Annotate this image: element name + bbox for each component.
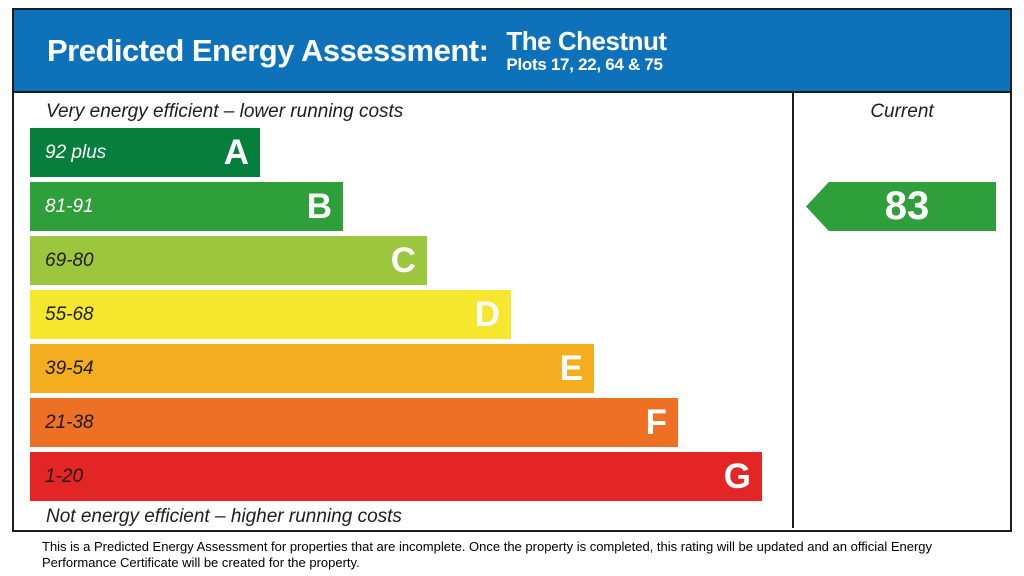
- band-letter: C: [390, 240, 416, 280]
- property-plots: Plots 17, 22, 64 & 75: [506, 54, 663, 74]
- energy-band-e: 39-54 E: [30, 344, 594, 393]
- band-letter: E: [559, 348, 583, 388]
- energy-band-g: 1-20 G: [30, 452, 762, 501]
- bands: 92 plus A 81-91 B 69-80 C 55-68 D 39-54 E 21-38 F 1-…: [30, 128, 792, 501]
- band-range-label: 55-68: [45, 303, 94, 325]
- energy-band-a: 92 plus A: [30, 128, 260, 177]
- property-name: The Chestnut: [506, 25, 667, 56]
- current-rating-arrow: 83: [806, 182, 996, 231]
- band-range-label: 81-91: [45, 195, 94, 217]
- band-range-label: 39-54: [45, 357, 94, 379]
- band-letter: B: [306, 186, 332, 226]
- band-letter: F: [645, 402, 667, 442]
- band-letter: G: [723, 456, 751, 496]
- header-banner: Predicted Energy Assessment: The Chestnu…: [14, 10, 1010, 93]
- energy-band-d: 55-68 D: [30, 290, 511, 339]
- band-range-label: 69-80: [45, 249, 94, 271]
- property-info: The Chestnut Plots 17, 22, 64 & 75: [506, 25, 667, 75]
- bands-column: Very energy efficient – lower running co…: [14, 93, 792, 528]
- certificate-panel: Predicted Energy Assessment: The Chestnu…: [12, 8, 1012, 532]
- page-title: Predicted Energy Assessment:: [47, 32, 489, 68]
- current-column-header: Current: [870, 101, 934, 122]
- bottom-caption: Not energy efficient – higher running co…: [46, 506, 402, 527]
- band-range-label: 92 plus: [45, 141, 107, 163]
- energy-chart: Very energy efficient – lower running co…: [14, 93, 1010, 528]
- top-caption: Very energy efficient – lower running co…: [46, 101, 404, 122]
- energy-band-b: 81-91 B: [30, 182, 343, 231]
- band-range-label: 21-38: [45, 411, 94, 433]
- energy-band-c: 69-80 C: [30, 236, 427, 285]
- band-letter: D: [474, 294, 500, 334]
- current-column: Current 83: [792, 93, 1010, 528]
- current-rating-value: 83: [884, 184, 930, 228]
- energy-band-f: 21-38 F: [30, 398, 678, 447]
- band-range-label: 1-20: [45, 465, 84, 487]
- band-letter: A: [223, 132, 249, 172]
- disclaimer-note: This is a Predicted Energy Assessment fo…: [42, 539, 933, 570]
